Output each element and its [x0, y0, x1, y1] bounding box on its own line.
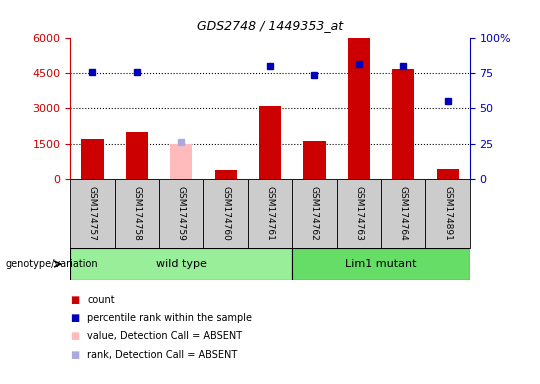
Bar: [259, 106, 281, 179]
Bar: [292, 179, 336, 248]
Text: GSM174761: GSM174761: [266, 186, 274, 240]
Text: Lim1 mutant: Lim1 mutant: [345, 259, 417, 269]
Text: GSM174757: GSM174757: [88, 186, 97, 240]
Text: ■: ■: [70, 295, 79, 305]
Text: GSM174759: GSM174759: [177, 186, 186, 240]
Text: GSM174758: GSM174758: [132, 186, 141, 240]
Text: GSM174764: GSM174764: [399, 186, 408, 240]
Bar: [82, 139, 104, 179]
Bar: [292, 248, 470, 280]
Bar: [70, 179, 114, 248]
Text: ■: ■: [70, 331, 79, 341]
Text: ■: ■: [70, 350, 79, 360]
Bar: [214, 170, 237, 179]
Bar: [70, 248, 292, 280]
Bar: [248, 179, 292, 248]
Bar: [381, 179, 426, 248]
Text: rank, Detection Call = ABSENT: rank, Detection Call = ABSENT: [87, 350, 238, 360]
Text: GSM174763: GSM174763: [354, 186, 363, 240]
Bar: [303, 141, 326, 179]
Text: genotype/variation: genotype/variation: [5, 259, 98, 269]
Bar: [336, 179, 381, 248]
Text: count: count: [87, 295, 115, 305]
Bar: [436, 169, 458, 179]
Bar: [426, 179, 470, 248]
Text: GSM174891: GSM174891: [443, 186, 452, 240]
Bar: [170, 144, 192, 179]
Text: ■: ■: [70, 313, 79, 323]
Bar: [348, 38, 370, 179]
Text: GSM174760: GSM174760: [221, 186, 230, 240]
Bar: [114, 179, 159, 248]
Text: GDS2748 / 1449353_at: GDS2748 / 1449353_at: [197, 19, 343, 32]
Bar: [159, 179, 204, 248]
Text: value, Detection Call = ABSENT: value, Detection Call = ABSENT: [87, 331, 242, 341]
Bar: [204, 179, 248, 248]
Text: wild type: wild type: [156, 259, 207, 269]
Text: percentile rank within the sample: percentile rank within the sample: [87, 313, 253, 323]
Bar: [392, 69, 414, 179]
Bar: [126, 132, 148, 179]
Text: GSM174762: GSM174762: [310, 186, 319, 240]
